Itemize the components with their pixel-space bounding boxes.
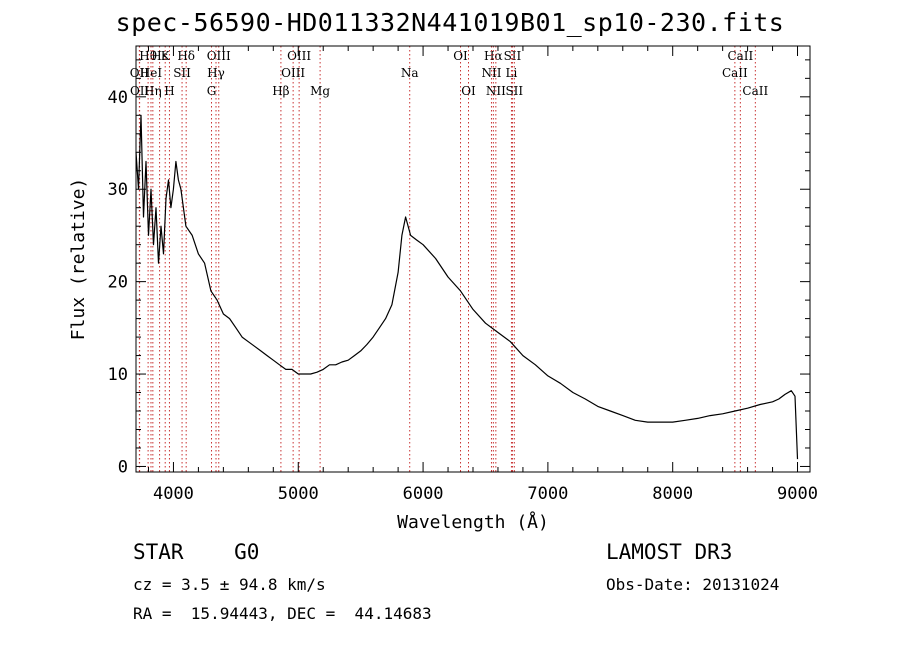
survey-label: LAMOST DR3 [606,540,732,564]
spectral-line-label-23: SII [504,49,522,63]
spectral-line-label-11: Hγ [207,66,225,80]
spectral-line-label-14: OIII [287,49,311,63]
x-tick-label-4: 8000 [652,484,693,504]
x-tick-label-0: 4000 [153,484,194,504]
spectral-line-label-19: OI [461,84,476,98]
y-tick-label-1: 10 [108,365,128,385]
x-tick-label-2: 6000 [403,484,444,504]
spectrum-line [136,115,798,459]
spectral-line-label-17: Na [401,66,419,80]
coordinates: RA = 15.94443, DEC = 44.14683 [133,604,432,623]
spectral-line-label-16: Mg [310,84,330,98]
x-tick-label-5: 9000 [777,484,818,504]
spectral-line-label-4: HeI [140,66,163,80]
x-tick-label-3: 7000 [527,484,568,504]
spectral-line-label-24: Li [506,66,518,80]
y-tick-label-3: 30 [108,180,128,200]
x-axis-label: Wavelength (Å) [397,511,549,533]
spectral-line-label-27: CaII [722,66,748,80]
spectral-line-label-8: H [164,84,174,98]
spectral-line-label-12: G [207,84,217,98]
y-tick-label-4: 40 [108,88,128,108]
spectral-line-label-9: Hδ [177,49,195,63]
spectral-line-label-26: CaII [727,49,753,63]
spectral-line-label-22: NII [486,84,506,98]
spectral-line-label-7: SII [173,66,191,80]
object-class: STAR G0 [133,540,259,564]
y-tick-label-0: 0 [118,457,128,477]
y-tick-label-2: 20 [108,273,128,293]
spectral-line-label-28: CaII [742,84,768,98]
x-tick-label-1: 5000 [278,484,319,504]
spectral-line-label-21: NII [481,66,501,80]
spectral-line-label-10: OIII [207,49,231,63]
y-axis-label: Flux (relative) [68,178,89,341]
spectral-line-label-15: OIII [281,66,305,80]
spectral-line-label-18: OI [453,49,468,63]
spectral-line-label-20: Hα [484,49,503,63]
spectral-line-label-25: SII [505,84,523,98]
observation-date: Obs-Date: 20131024 [606,575,779,594]
redshift-velocity: cz = 3.5 ± 94.8 km/s [133,575,326,594]
spectral-line-label-5: Hη [144,84,162,98]
spectral-line-label-13: Hβ [272,84,289,98]
plot-frame [136,46,810,472]
